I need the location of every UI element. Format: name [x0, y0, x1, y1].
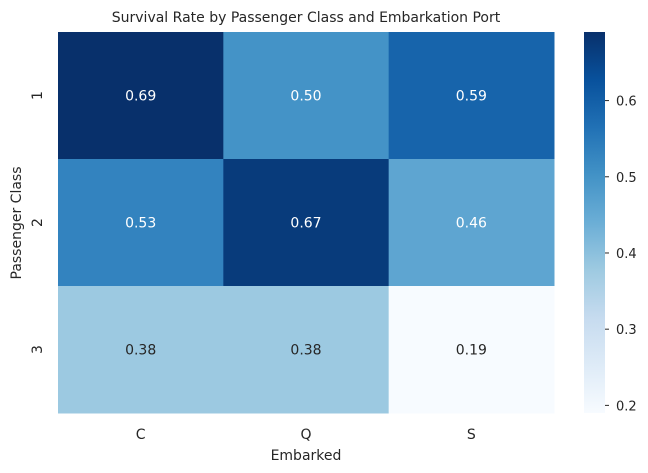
cell-value-label: 0.59 [456, 89, 487, 105]
heatmap-cell [58, 159, 224, 287]
colorbar-tick-label: 0.6 [616, 95, 637, 110]
y-tick-label: 3 [30, 345, 46, 354]
chart-title: Survival Rate by Passenger Class and Emb… [112, 10, 501, 26]
cell-value-label: 0.38 [125, 343, 156, 359]
cell-value-label: 0.67 [290, 216, 321, 232]
x-tick-label: S [467, 427, 476, 443]
heatmap-cell [223, 32, 390, 160]
heatmap-cell-labels: 0.69 0.50 0.59 0.53 0.67 0.46 0.38 0.38 0.19 [125, 89, 487, 359]
colorbar-ticks: 0.2 0.3 0.4 0.5 0.6 [605, 95, 637, 414]
x-tick-label: C [136, 427, 146, 443]
colorbar-tick-label: 0.5 [616, 171, 637, 186]
x-tick-label: Q [300, 427, 311, 443]
cell-value-label: 0.46 [456, 216, 487, 232]
heatmap-cell [58, 286, 224, 414]
colorbar-tick-label: 0.2 [616, 399, 637, 414]
heatmap-cell [58, 32, 224, 160]
colorbar-tick-label: 0.3 [616, 323, 637, 338]
colorbar-tick-label: 0.4 [616, 247, 637, 262]
y-axis-label: Passenger Class [9, 166, 25, 279]
heatmap-cells [58, 32, 555, 414]
heatmap-cell [388, 159, 555, 287]
cell-value-label: 0.19 [456, 343, 487, 359]
y-axis-ticks: 1 2 3 [30, 91, 46, 354]
y-tick-label: 1 [30, 91, 46, 100]
x-axis-label: Embarked [271, 448, 342, 464]
cell-value-label: 0.53 [125, 216, 156, 232]
cell-value-label: 0.50 [290, 89, 321, 105]
heatmap-cell [223, 286, 390, 414]
heatmap-cell [388, 32, 555, 160]
cell-value-label: 0.38 [290, 343, 321, 359]
cell-value-label: 0.69 [125, 89, 156, 105]
heatmap-cell [223, 159, 390, 287]
y-tick-label: 2 [30, 218, 46, 227]
heatmap-cell [388, 286, 555, 414]
colorbar [584, 32, 605, 413]
